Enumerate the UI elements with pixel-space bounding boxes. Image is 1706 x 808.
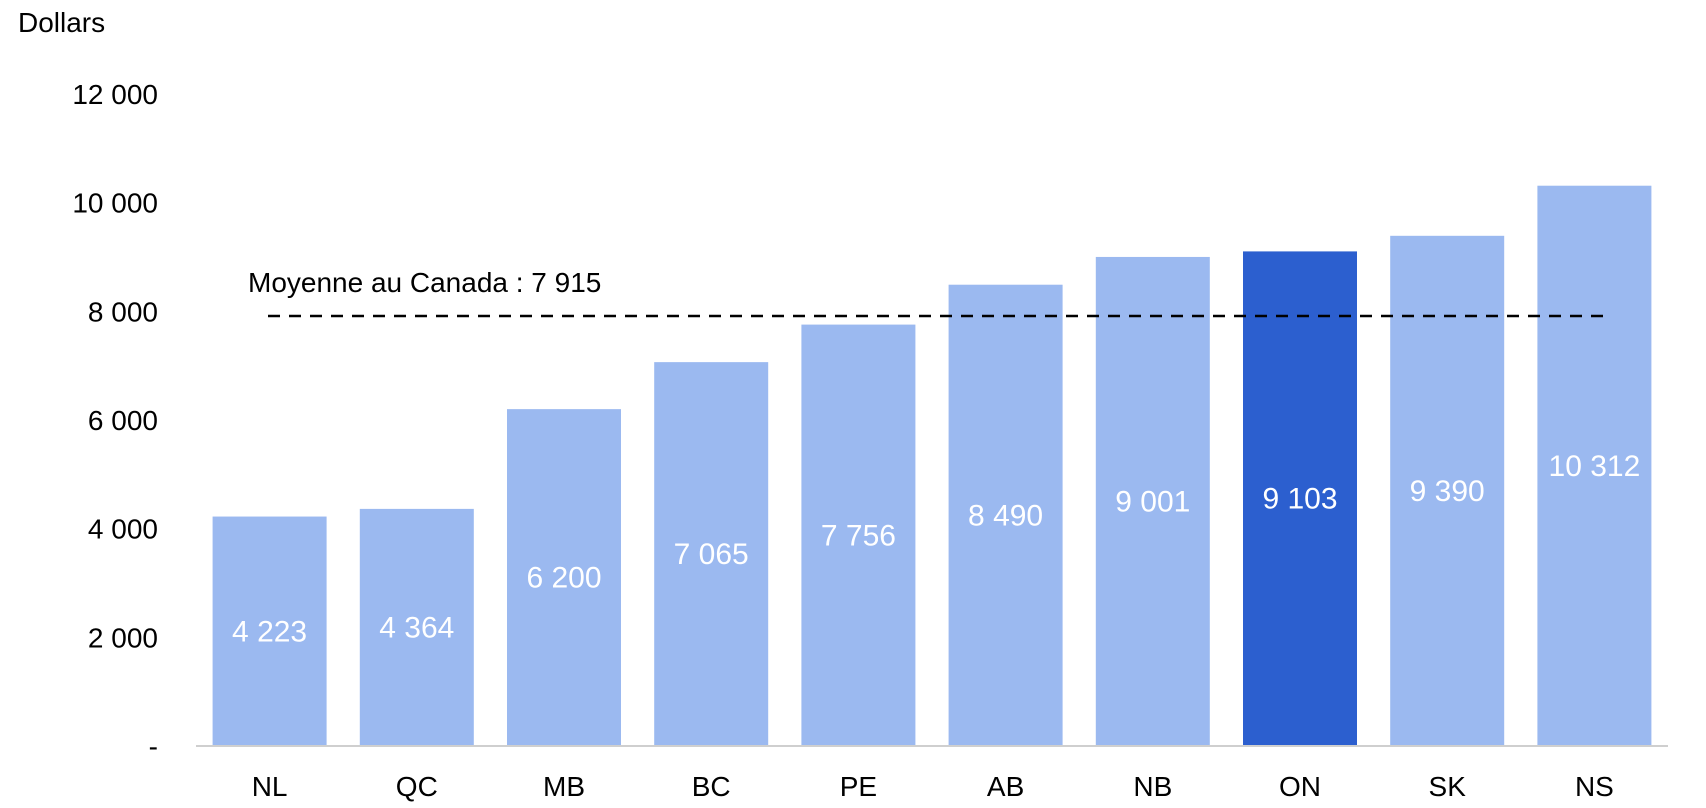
bar-value-label: 9 001 — [1115, 485, 1190, 518]
x-tick-label: NL — [252, 771, 288, 802]
bar-ab — [948, 284, 1063, 746]
bars: 4 223 4 364 6 200 7 065 7 756 8 490 9 001 9 103… — [212, 185, 1652, 746]
x-tick-label: QC — [396, 771, 438, 802]
x-tick-label: AB — [987, 771, 1024, 802]
bar-value-label: 7 756 — [821, 519, 896, 552]
bar-ns — [1537, 185, 1652, 746]
bar-value-label: 8 490 — [968, 499, 1043, 532]
bar-bc — [654, 362, 769, 746]
bar-value-label: 9 390 — [1410, 475, 1485, 508]
bar-nl — [212, 516, 327, 746]
x-tick-label: PE — [840, 771, 877, 802]
bar-sk — [1390, 235, 1505, 746]
bar-value-label: 4 223 — [232, 615, 307, 648]
y-tick-label: 6 000 — [88, 405, 158, 436]
x-tick-label: BC — [692, 771, 731, 802]
bar-value-label: 4 364 — [379, 611, 454, 644]
x-tick-label: SK — [1429, 771, 1467, 802]
x-tick-label: ON — [1279, 771, 1321, 802]
y-axis-title: Dollars — [18, 7, 105, 38]
y-tick-label: 12 000 — [72, 79, 158, 110]
bar-qc — [359, 508, 474, 746]
bar-value-label: 6 200 — [526, 562, 601, 595]
y-tick-label: - — [149, 731, 158, 762]
bar-mb — [507, 409, 621, 746]
x-tick-label: MB — [543, 771, 585, 802]
x-tick-label: NS — [1575, 771, 1614, 802]
bar-value-label: 10 312 — [1549, 450, 1641, 483]
bar-value-label: 7 065 — [674, 538, 749, 571]
x-tick-label: NB — [1133, 771, 1172, 802]
x-axis-labels: NL QC MB BC PE AB NB ON SK NS — [252, 771, 1614, 802]
bar-value-label: 9 103 — [1262, 483, 1337, 516]
y-tick-label: 4 000 — [88, 514, 158, 545]
bar-nb — [1095, 256, 1210, 746]
average-label: Moyenne au Canada : 7 915 — [248, 267, 601, 298]
bar-pe — [801, 324, 916, 746]
y-tick-label: 10 000 — [72, 188, 158, 219]
y-tick-label: 2 000 — [88, 622, 158, 653]
y-tick-label: 8 000 — [88, 296, 158, 327]
y-axis-ticks: - 2 000 4 000 6 000 8 000 10 000 12 000 — [72, 79, 158, 762]
bar-on — [1243, 251, 1357, 746]
